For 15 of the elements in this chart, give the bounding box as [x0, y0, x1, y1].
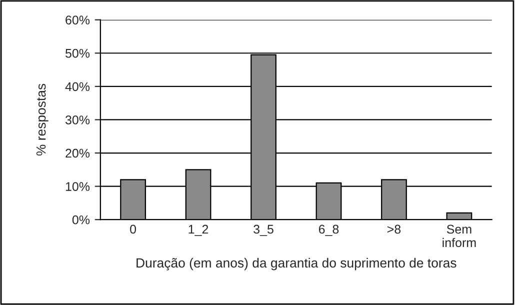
x-tick-label: 3_5 [254, 224, 274, 236]
x-tick-label: Sem inform [442, 224, 476, 248]
y-tick-label: 0% [72, 215, 90, 224]
x-tick-label: 6_8 [318, 224, 339, 236]
x-tick-label: 0 [130, 224, 136, 234]
y-tick-label: 30% [65, 116, 90, 124]
y-tick-label: 40% [65, 82, 90, 92]
y-tick-label: 50% [65, 48, 90, 58]
x-tick-label: 1_2 [188, 224, 208, 236]
y-axis-title: % respostas [36, 84, 48, 156]
x-axis-title: Duração (em anos) da garantia do suprimento de toras [136, 258, 456, 270]
x-tick-label: >8 [387, 224, 401, 234]
y-tick-label: 10% [66, 182, 90, 191]
y-tick-label: 20% [66, 148, 90, 158]
y-tick-label: 60% [66, 16, 90, 24]
